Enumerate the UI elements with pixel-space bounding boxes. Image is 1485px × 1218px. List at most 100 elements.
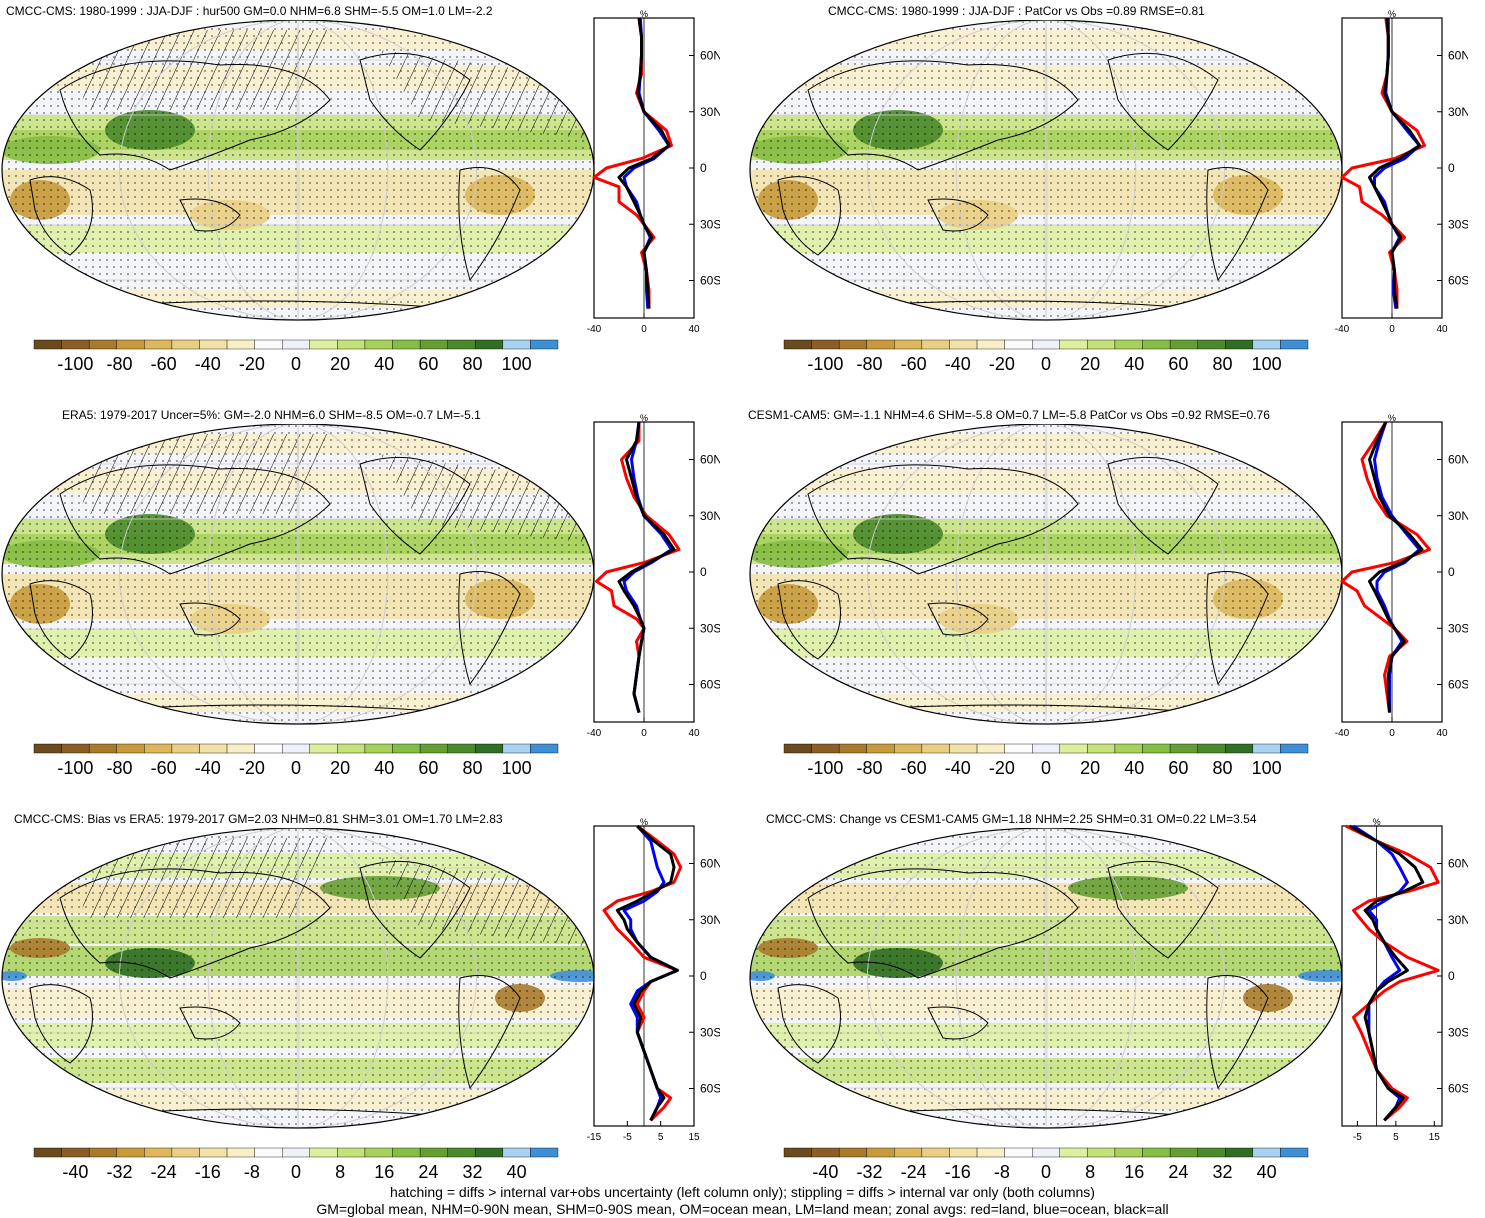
lat-tick-label-4: 60S bbox=[700, 274, 720, 288]
colorbar-swatch-5 bbox=[171, 1147, 200, 1158]
colorbar-swatch-6 bbox=[199, 339, 228, 350]
colorbar-swatch-10 bbox=[309, 1147, 338, 1158]
colorbar-swatch-2 bbox=[88, 1147, 117, 1158]
colorbar-label-0: -100 bbox=[57, 354, 93, 374]
hatching-north bbox=[80, 30, 330, 110]
coastline-2 bbox=[927, 602, 989, 636]
stippling bbox=[750, 424, 1342, 724]
meridian-2 bbox=[1044, 828, 1048, 1128]
panel-title-1: CMCC-CMS: 1980-1999 : JJA-DJF : hur500 G… bbox=[6, 4, 493, 18]
colorbar-swatch-12 bbox=[364, 1147, 393, 1158]
lat-tick-label-1: 30N bbox=[700, 509, 720, 523]
colorbar-2: -100 -80 -60 -40 -20 0 20 40 60 80 100 bbox=[783, 339, 1309, 374]
lat-tick-label-0: 60N bbox=[700, 857, 720, 871]
colorbar-swatch-3 bbox=[866, 1147, 895, 1158]
colorbar-label-6: 20 bbox=[330, 354, 350, 374]
colorbar-swatch-2 bbox=[838, 1147, 867, 1158]
colorbar-label-10: 100 bbox=[1252, 758, 1282, 778]
colorbar-swatch-3 bbox=[866, 743, 895, 754]
zonal-mean-plot-5: % 60N 30N 0 30S 60S -15 -5 5 15 bbox=[587, 817, 720, 1143]
colorbar-label-6: 20 bbox=[1080, 758, 1100, 778]
colorbar-label-10: 100 bbox=[502, 758, 532, 778]
colorbar-label-9: 80 bbox=[1212, 758, 1232, 778]
colorbar-swatch-17 bbox=[1252, 743, 1281, 754]
colorbar-swatch-13 bbox=[392, 1147, 421, 1158]
coastline-0 bbox=[59, 60, 331, 171]
coastline-0 bbox=[807, 868, 1079, 979]
coastline-4 bbox=[458, 571, 521, 686]
colorbar-swatch-5 bbox=[921, 1147, 950, 1158]
colorbar-label-6: 20 bbox=[1080, 354, 1100, 374]
colorbar-label-1: -80 bbox=[856, 354, 882, 374]
lat-tick-label-2: 0 bbox=[700, 565, 707, 579]
panel-title-6: CMCC-CMS: Change vs CESM1-CAM5 GM=1.18 N… bbox=[766, 812, 1257, 826]
zonal-series-all bbox=[615, 824, 679, 1122]
x-tick-label-1: -5 bbox=[623, 1132, 632, 1143]
colorbar-label-0: -100 bbox=[807, 758, 843, 778]
colorbar-swatch-4 bbox=[894, 1147, 923, 1158]
colorbar-label-3: -40 bbox=[195, 758, 221, 778]
colorbar-swatch-5 bbox=[921, 743, 950, 754]
colorbar-label-7: 40 bbox=[1124, 758, 1144, 778]
colorbar-swatch-17 bbox=[502, 1147, 531, 1158]
colorbar-swatch-11 bbox=[1087, 1147, 1116, 1158]
colorbar-swatch-4 bbox=[144, 743, 173, 754]
coastline-4 bbox=[1206, 975, 1269, 1090]
colorbar-swatch-2 bbox=[88, 339, 117, 350]
colorbar-label-1: -80 bbox=[106, 758, 132, 778]
lat-tick-label-0: 60N bbox=[700, 453, 720, 467]
colorbar-label-4: -8 bbox=[244, 1162, 260, 1182]
zonal-series-ocean bbox=[1373, 421, 1421, 713]
colorbar-swatch-18 bbox=[530, 339, 559, 350]
colorbar-swatch-6 bbox=[949, 1147, 978, 1158]
colorbar-label-4: -20 bbox=[989, 354, 1015, 374]
colorbar-swatch-15 bbox=[447, 1147, 476, 1158]
colorbar-swatch-3 bbox=[116, 339, 145, 350]
colorbar-swatch-9 bbox=[282, 743, 310, 754]
colorbar-swatch-10 bbox=[1059, 339, 1088, 350]
colorbar-swatch-15 bbox=[1197, 339, 1226, 350]
lat-tick-label-3: 30S bbox=[700, 217, 720, 231]
colorbar-swatch-13 bbox=[1142, 743, 1171, 754]
colorbar-label-1: -32 bbox=[856, 1162, 882, 1182]
colorbar-swatch-10 bbox=[1059, 1147, 1088, 1158]
colorbar-swatch-5 bbox=[171, 339, 200, 350]
colorbar-label-6: 20 bbox=[330, 758, 350, 778]
colorbar-swatch-10 bbox=[309, 743, 338, 754]
colorbar-swatch-8 bbox=[254, 1147, 283, 1158]
lat-tick-label-4: 60S bbox=[1448, 678, 1468, 692]
meridian-3 bbox=[955, 424, 1137, 724]
lat-tick-label-4: 60S bbox=[1448, 274, 1468, 288]
meridian-4 bbox=[118, 828, 478, 1128]
colorbar-label-8: 60 bbox=[418, 758, 438, 778]
zonal-unit-label: % bbox=[1373, 817, 1381, 827]
colorbar-label-10: 40 bbox=[1257, 1162, 1277, 1182]
meridian-4 bbox=[118, 424, 478, 724]
colorbar-swatch-18 bbox=[1280, 339, 1309, 350]
colorbar-label-0: -100 bbox=[57, 758, 93, 778]
zonal-mean-plot-1: % 60N 30N 0 30S 60S -40 0 40 bbox=[587, 9, 720, 335]
lat-tick-label-2: 0 bbox=[1448, 565, 1455, 579]
coastline-3 bbox=[1107, 456, 1219, 555]
zonal-series-all bbox=[1368, 17, 1421, 309]
lat-tick-label-0: 60N bbox=[1448, 453, 1468, 467]
colorbar-swatch-8 bbox=[1004, 1147, 1033, 1158]
lat-tick-label-2: 0 bbox=[1448, 969, 1455, 983]
panel-title-2: CMCC-CMS: 1980-1999 : JJA-DJF : PatCor v… bbox=[828, 4, 1205, 18]
lat-tick-label-3: 30S bbox=[1448, 1025, 1468, 1039]
colorbar-swatch-1 bbox=[61, 339, 90, 350]
colorbar-label-9: 80 bbox=[462, 758, 482, 778]
x-tick-label-1: 0 bbox=[1389, 324, 1395, 335]
colorbar-swatch-5 bbox=[921, 339, 950, 350]
lat-tick-label-1: 30N bbox=[700, 105, 720, 119]
colorbar-swatch-6 bbox=[199, 743, 228, 754]
colorbar-swatch-7 bbox=[976, 1147, 1005, 1158]
zonal-series-land bbox=[1340, 17, 1426, 309]
colorbar-swatch-16 bbox=[475, 1147, 504, 1158]
lat-tick-label-0: 60N bbox=[1448, 857, 1468, 871]
colorbar-swatch-16 bbox=[475, 743, 504, 754]
colorbar-label-9: 32 bbox=[1212, 1162, 1232, 1182]
colorbar-label-10: 100 bbox=[502, 354, 532, 374]
colorbar-swatch-14 bbox=[419, 743, 448, 754]
colorbar-swatch-14 bbox=[1169, 743, 1198, 754]
